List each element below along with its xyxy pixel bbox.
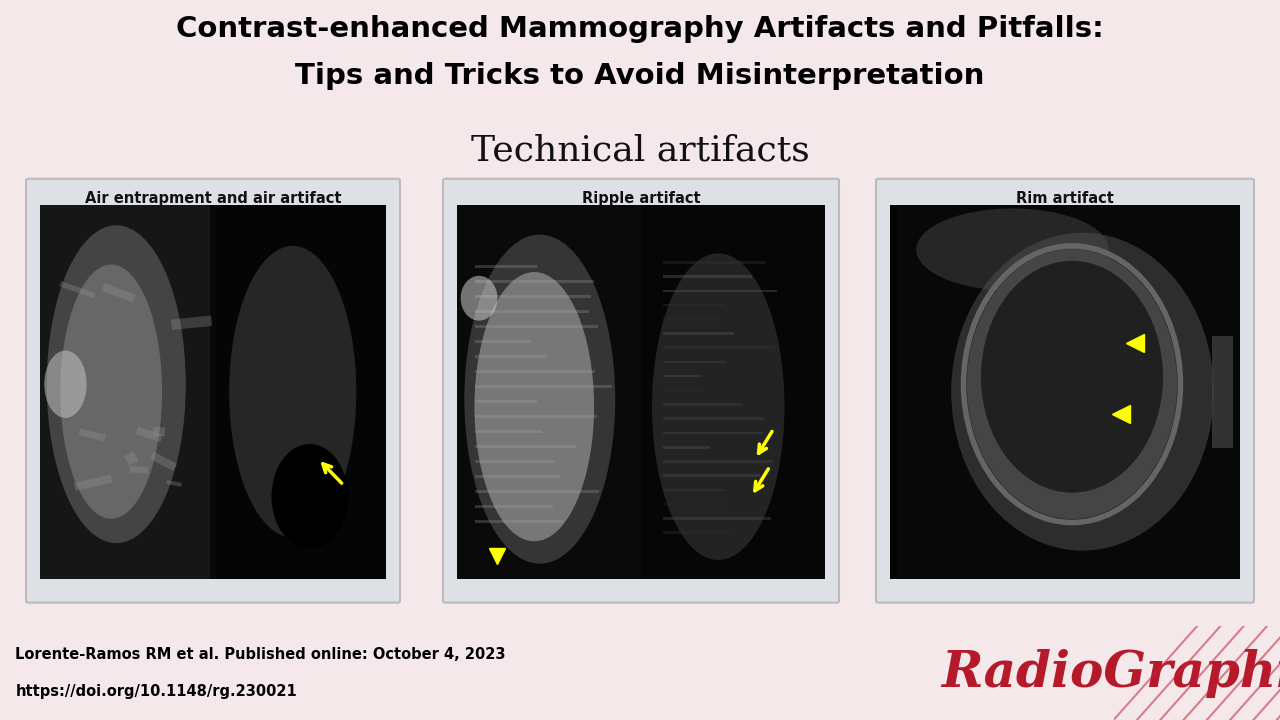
Bar [663,346,774,349]
Ellipse shape [45,351,87,418]
Bar [663,261,767,264]
Ellipse shape [475,272,594,541]
Text: https://doi.org/10.1148/rg.230021: https://doi.org/10.1148/rg.230021 [15,685,297,699]
Ellipse shape [461,276,498,320]
Bar [79,429,106,441]
Text: Ripple artifact: Ripple artifact [581,192,700,206]
Bar [152,427,165,436]
Ellipse shape [652,253,785,560]
Bar [663,418,764,420]
Text: Technical artifacts: Technical artifacts [471,134,809,168]
Bar [475,295,591,298]
Bar [172,315,212,330]
Ellipse shape [271,444,348,549]
FancyBboxPatch shape [876,179,1254,603]
FancyBboxPatch shape [443,179,838,603]
Bar [40,204,387,579]
Ellipse shape [60,264,163,519]
Bar [475,445,576,448]
Bar [475,430,543,433]
Bar [475,400,536,403]
Text: Air entrapment and air artifact: Air entrapment and air artifact [84,192,342,206]
Bar [890,204,897,579]
Bar [40,204,210,579]
Text: Rim artifact: Rim artifact [1016,192,1114,206]
Bar [663,276,753,278]
Bar [475,520,563,523]
Ellipse shape [966,250,1178,519]
Bar [663,474,760,477]
Bar [663,432,763,434]
Bar [457,204,826,579]
Bar [663,332,733,335]
Bar [129,466,148,474]
Bar [475,265,536,269]
Bar [475,505,553,508]
Bar [72,382,83,395]
Bar [663,375,703,377]
Bar [1212,336,1233,448]
Bar [59,282,96,298]
Ellipse shape [465,235,616,564]
Bar [150,452,177,471]
Bar [136,426,163,442]
Bar [475,340,531,343]
Bar [663,446,710,449]
Bar [663,389,701,392]
Bar [475,385,612,388]
Bar [663,460,773,463]
Bar [663,517,772,520]
Bar [457,204,641,579]
Bar [475,280,594,283]
Ellipse shape [916,209,1108,291]
Text: RadioGraphics: RadioGraphics [941,649,1280,698]
Bar [475,474,561,477]
Ellipse shape [951,233,1213,551]
Bar [641,204,826,579]
Ellipse shape [229,246,356,538]
Bar [663,489,726,491]
Bar [890,204,1240,579]
Bar [663,318,719,320]
Bar [475,460,554,463]
Bar [475,370,594,373]
Bar [101,283,136,302]
Bar [663,289,777,292]
Bar [475,310,589,313]
Bar [475,490,599,492]
Text: Lorente-Ramos RM et al. Published online: October 4, 2023: Lorente-Ramos RM et al. Published online… [15,647,506,662]
Bar [897,204,1240,579]
FancyBboxPatch shape [26,179,399,603]
Ellipse shape [980,261,1164,492]
Bar [216,204,387,579]
Bar [663,531,730,534]
Text: Contrast-enhanced Mammography Artifacts and Pitfalls:: Contrast-enhanced Mammography Artifacts … [177,14,1103,42]
Bar [166,480,182,487]
Bar [475,415,596,418]
Bar [663,304,724,307]
Bar [663,403,744,406]
Bar [663,361,726,364]
Bar [475,355,547,358]
Text: Tips and Tricks to Avoid Misinterpretation: Tips and Tricks to Avoid Misinterpretati… [296,62,984,90]
Bar [124,451,138,466]
Bar [663,503,727,505]
Ellipse shape [47,225,186,543]
Bar [475,325,598,328]
Bar [74,474,113,491]
